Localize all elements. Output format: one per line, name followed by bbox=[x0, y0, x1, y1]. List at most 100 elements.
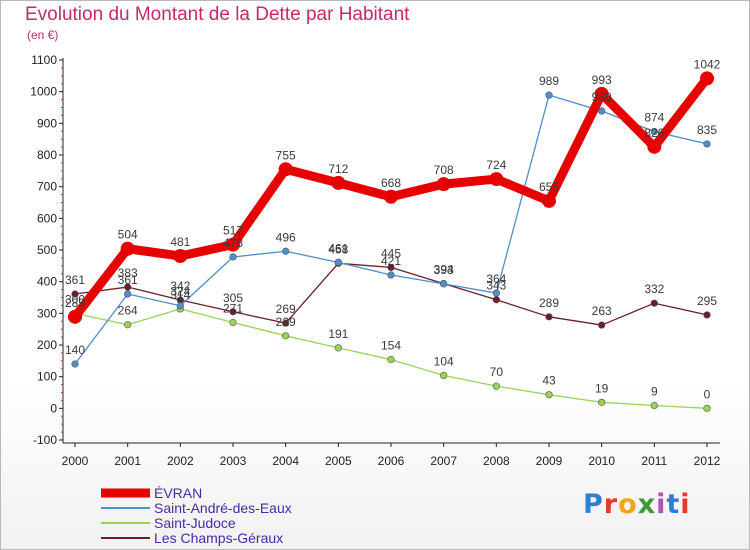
legend-label: Saint-André-des-Eaux bbox=[154, 500, 292, 516]
data-label-les-champs-geraux: 383 bbox=[118, 266, 138, 280]
data-label-saint-andre-des-eaux: 364 bbox=[486, 272, 506, 286]
data-label-les-champs-geraux: 295 bbox=[697, 294, 717, 308]
data-point-saint-andre-des-eaux bbox=[440, 280, 448, 288]
data-label-saint-andre-des-eaux: 461 bbox=[328, 241, 348, 255]
data-point-evran bbox=[331, 175, 346, 190]
x-tick-label: 2011 bbox=[641, 454, 667, 468]
x-tick-label: 2009 bbox=[536, 454, 563, 468]
logo-letter: x bbox=[637, 489, 657, 520]
data-point-saint-judoce bbox=[334, 344, 342, 352]
y-tick-label: 1000 bbox=[30, 85, 57, 99]
data-point-saint-andre-des-eaux bbox=[545, 91, 553, 99]
data-label-saint-andre-des-eaux: 421 bbox=[381, 254, 401, 268]
data-point-saint-judoce bbox=[598, 398, 606, 406]
data-label-les-champs-geraux: 289 bbox=[539, 296, 559, 310]
data-point-les-champs-geraux bbox=[545, 313, 553, 321]
x-tick-label: 2003 bbox=[220, 454, 247, 468]
data-point-evran bbox=[173, 249, 188, 264]
x-tick-label: 2007 bbox=[430, 454, 457, 468]
data-point-evran bbox=[278, 162, 293, 177]
x-tick-label: 2005 bbox=[325, 454, 352, 468]
series-line-saint-andre-des-eaux bbox=[74, 94, 708, 365]
data-label-evran: 708 bbox=[434, 163, 454, 177]
data-label-les-champs-geraux: 332 bbox=[644, 282, 664, 296]
data-label-evran: 724 bbox=[486, 158, 506, 172]
x-tick-label: 2000 bbox=[62, 454, 89, 468]
data-point-saint-andre-des-eaux bbox=[492, 289, 500, 297]
y-tick-label: 800 bbox=[37, 148, 57, 162]
data-point-les-champs-geraux bbox=[492, 296, 500, 304]
x-tick-label: 2010 bbox=[588, 454, 615, 468]
data-point-evran bbox=[436, 177, 451, 192]
data-point-saint-judoce bbox=[282, 332, 290, 340]
data-label-les-champs-geraux: 305 bbox=[223, 291, 243, 305]
data-label-evran: 712 bbox=[328, 162, 348, 176]
data-point-evran bbox=[542, 193, 556, 208]
chart-title: Evolution du Montant de la Dette par Hab… bbox=[25, 4, 410, 25]
data-label-saint-judoce: 19 bbox=[595, 381, 609, 395]
data-label-saint-judoce: 70 bbox=[490, 365, 504, 379]
y-tick-label: 600 bbox=[37, 211, 57, 225]
data-label-les-champs-geraux: 394 bbox=[434, 263, 454, 277]
logo-letter: i bbox=[680, 489, 691, 520]
data-point-les-champs-geraux bbox=[703, 311, 711, 319]
data-point-les-champs-geraux bbox=[71, 290, 79, 298]
data-label-evran: 517 bbox=[223, 224, 243, 238]
data-label-evran: 668 bbox=[381, 176, 401, 190]
y-tick-label: 1100 bbox=[31, 53, 57, 67]
data-point-evran bbox=[384, 189, 398, 204]
data-label-les-champs-geraux: 343 bbox=[486, 279, 506, 293]
data-label-saint-judoce: 0 bbox=[704, 387, 711, 401]
data-label-evran: 1042 bbox=[694, 57, 721, 71]
data-point-les-champs-geraux bbox=[124, 283, 132, 291]
data-label-evran: 481 bbox=[170, 235, 190, 249]
data-label-evran: 993 bbox=[592, 73, 612, 87]
proxiti-logo: Proxiti bbox=[583, 489, 691, 520]
x-tick-label: 2002 bbox=[167, 454, 194, 468]
x-tick-label: 2012 bbox=[694, 454, 721, 468]
data-point-les-champs-geraux bbox=[229, 308, 237, 316]
data-point-saint-judoce bbox=[545, 391, 553, 399]
y-tick-label: 300 bbox=[37, 306, 57, 320]
data-point-saint-andre-des-eaux bbox=[387, 271, 395, 279]
data-label-saint-judoce: 43 bbox=[542, 374, 556, 388]
logo-letter: i bbox=[656, 489, 667, 520]
x-tick-label: 2008 bbox=[483, 454, 510, 468]
data-point-les-champs-geraux bbox=[598, 321, 606, 329]
data-label-saint-judoce: 191 bbox=[328, 327, 348, 341]
logo-letter: t bbox=[666, 489, 681, 520]
data-label-saint-andre-des-eaux: 496 bbox=[276, 230, 296, 244]
data-label-saint-judoce: 154 bbox=[381, 339, 401, 353]
data-label-evran: 504 bbox=[118, 228, 138, 242]
data-label-saint-judoce: 229 bbox=[276, 315, 296, 329]
data-label-saint-andre-des-eaux: 874 bbox=[644, 111, 664, 125]
data-point-saint-judoce bbox=[703, 404, 711, 412]
data-point-saint-judoce bbox=[650, 401, 658, 410]
y-tick-label: 400 bbox=[37, 275, 57, 289]
data-point-saint-andre-des-eaux bbox=[282, 247, 290, 255]
data-point-evran bbox=[489, 172, 504, 187]
x-tick-label: 2004 bbox=[272, 454, 299, 468]
data-label-saint-andre-des-eaux: 361 bbox=[118, 273, 138, 287]
data-point-saint-judoce bbox=[492, 382, 500, 390]
data-label-evran: 289 bbox=[65, 296, 85, 310]
data-point-saint-andre-des-eaux bbox=[703, 140, 711, 148]
data-label-saint-andre-des-eaux: 140 bbox=[65, 343, 85, 357]
y-tick-label: 100 bbox=[37, 370, 57, 384]
data-label-saint-andre-des-eaux: 939 bbox=[592, 90, 612, 104]
data-point-evran bbox=[647, 139, 662, 154]
data-label-les-champs-geraux: 361 bbox=[65, 273, 85, 287]
data-label-saint-judoce: 264 bbox=[118, 304, 138, 318]
data-label-saint-andre-des-eaux: 835 bbox=[697, 123, 717, 137]
data-label-saint-andre-des-eaux: 478 bbox=[223, 236, 243, 250]
x-tick-label: 2006 bbox=[378, 454, 405, 468]
data-point-saint-judoce bbox=[124, 321, 132, 329]
data-point-saint-andre-des-eaux bbox=[176, 302, 184, 310]
data-label-evran: 826 bbox=[644, 126, 664, 140]
y-tick-label: 500 bbox=[37, 243, 57, 257]
data-point-saint-andre-des-eaux bbox=[650, 127, 658, 136]
data-point-saint-judoce bbox=[229, 318, 237, 327]
y-tick-label: 0 bbox=[50, 401, 57, 415]
y-tick-label: 200 bbox=[37, 338, 57, 352]
